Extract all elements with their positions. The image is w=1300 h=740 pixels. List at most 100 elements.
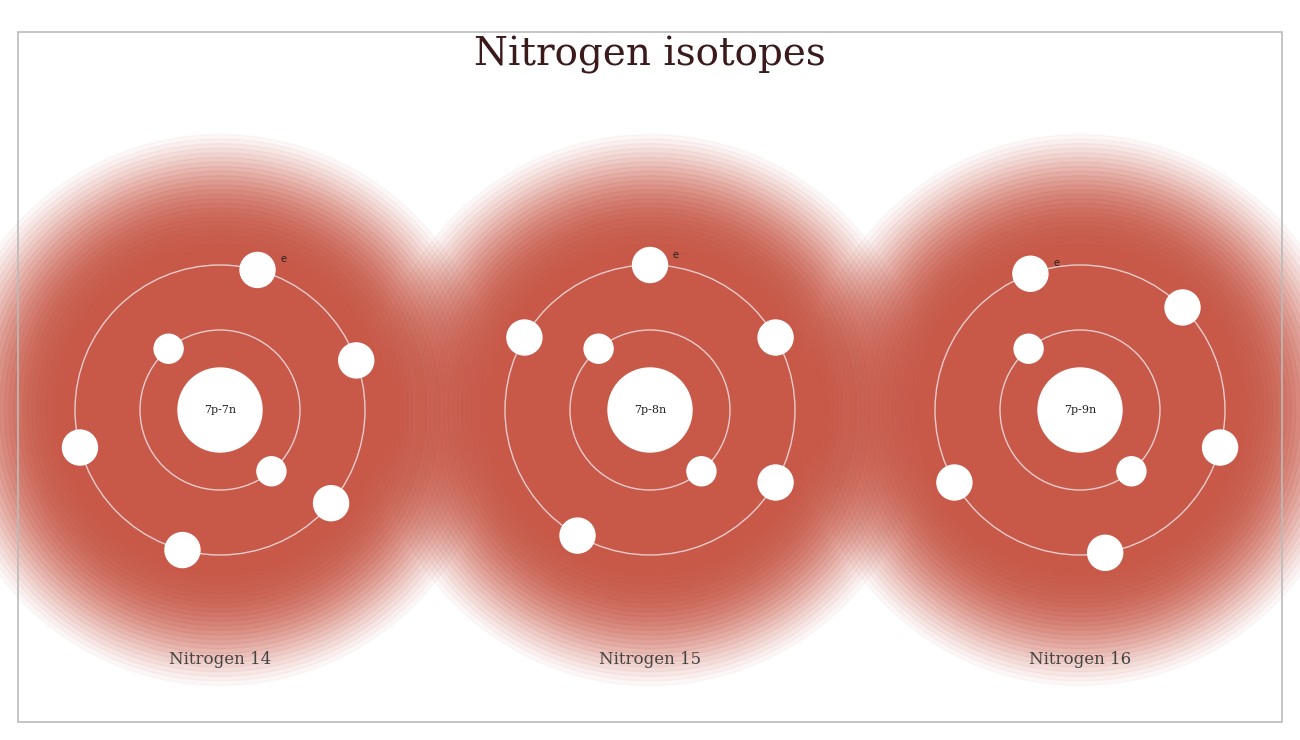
Circle shape <box>124 314 316 506</box>
Circle shape <box>31 222 408 598</box>
Circle shape <box>567 327 733 493</box>
Circle shape <box>420 181 880 639</box>
Circle shape <box>549 309 751 511</box>
Circle shape <box>156 346 285 474</box>
Circle shape <box>558 318 742 502</box>
Circle shape <box>956 286 1204 534</box>
Circle shape <box>965 295 1195 525</box>
Text: Nitrogen 15: Nitrogen 15 <box>599 651 701 668</box>
Circle shape <box>183 373 256 447</box>
Circle shape <box>100 291 339 529</box>
Circle shape <box>952 281 1209 539</box>
Circle shape <box>942 272 1218 548</box>
Circle shape <box>507 320 542 355</box>
Circle shape <box>832 162 1300 658</box>
Circle shape <box>526 286 774 534</box>
Circle shape <box>924 254 1236 566</box>
Circle shape <box>165 533 200 568</box>
Circle shape <box>1039 369 1122 451</box>
Circle shape <box>595 355 705 465</box>
Circle shape <box>87 277 354 543</box>
Circle shape <box>458 217 842 603</box>
Text: e: e <box>281 255 286 264</box>
Circle shape <box>480 240 820 580</box>
Circle shape <box>970 300 1191 520</box>
Circle shape <box>120 309 321 511</box>
Circle shape <box>1020 350 1140 470</box>
Circle shape <box>398 158 902 662</box>
Circle shape <box>1030 360 1131 460</box>
Circle shape <box>584 334 614 363</box>
Circle shape <box>69 258 372 562</box>
Circle shape <box>0 158 472 662</box>
Circle shape <box>984 314 1176 506</box>
Circle shape <box>993 323 1167 497</box>
Circle shape <box>586 346 714 474</box>
Circle shape <box>178 369 261 451</box>
Circle shape <box>540 300 760 520</box>
Circle shape <box>933 263 1227 557</box>
Circle shape <box>452 212 848 608</box>
Circle shape <box>313 485 348 521</box>
Circle shape <box>1013 256 1048 292</box>
Circle shape <box>910 240 1249 580</box>
Circle shape <box>0 148 482 672</box>
Circle shape <box>1002 332 1158 488</box>
Circle shape <box>1165 290 1200 325</box>
Circle shape <box>864 194 1296 626</box>
Circle shape <box>0 181 450 639</box>
Text: e: e <box>1053 258 1059 268</box>
Circle shape <box>1011 341 1149 479</box>
Circle shape <box>0 166 463 653</box>
Circle shape <box>18 208 422 612</box>
Circle shape <box>494 254 806 566</box>
Circle shape <box>599 360 701 460</box>
Circle shape <box>114 304 325 516</box>
Circle shape <box>471 231 829 589</box>
Circle shape <box>257 457 286 485</box>
Circle shape <box>855 185 1300 635</box>
Circle shape <box>850 181 1300 639</box>
Circle shape <box>828 158 1300 662</box>
Circle shape <box>878 208 1282 612</box>
Circle shape <box>560 518 595 553</box>
Circle shape <box>0 189 441 630</box>
Circle shape <box>1037 368 1122 452</box>
Circle shape <box>339 343 374 378</box>
Circle shape <box>40 231 399 589</box>
Circle shape <box>517 277 783 543</box>
Circle shape <box>919 249 1240 571</box>
Text: 7p-8n: 7p-8n <box>634 405 666 415</box>
Circle shape <box>883 212 1278 608</box>
Circle shape <box>174 364 266 456</box>
Circle shape <box>1117 457 1145 485</box>
Circle shape <box>411 171 889 649</box>
Circle shape <box>961 291 1200 529</box>
Circle shape <box>979 309 1180 511</box>
Circle shape <box>240 252 276 287</box>
Circle shape <box>887 217 1273 603</box>
Circle shape <box>874 204 1287 616</box>
Circle shape <box>1034 364 1126 456</box>
Circle shape <box>1024 355 1135 465</box>
Circle shape <box>165 355 276 465</box>
Circle shape <box>892 222 1269 598</box>
Circle shape <box>485 245 815 575</box>
Circle shape <box>0 171 459 649</box>
Circle shape <box>988 318 1171 502</box>
Circle shape <box>0 153 477 667</box>
Circle shape <box>4 194 436 626</box>
Circle shape <box>536 295 764 525</box>
Circle shape <box>572 332 728 488</box>
Circle shape <box>160 350 280 470</box>
Circle shape <box>0 162 468 658</box>
Circle shape <box>0 144 486 676</box>
Circle shape <box>142 332 298 488</box>
Circle shape <box>563 323 737 497</box>
Text: Nitrogen 14: Nitrogen 14 <box>169 651 272 668</box>
Circle shape <box>823 153 1300 667</box>
Circle shape <box>896 226 1264 593</box>
Circle shape <box>105 295 335 525</box>
Circle shape <box>425 185 875 635</box>
Circle shape <box>901 231 1260 589</box>
